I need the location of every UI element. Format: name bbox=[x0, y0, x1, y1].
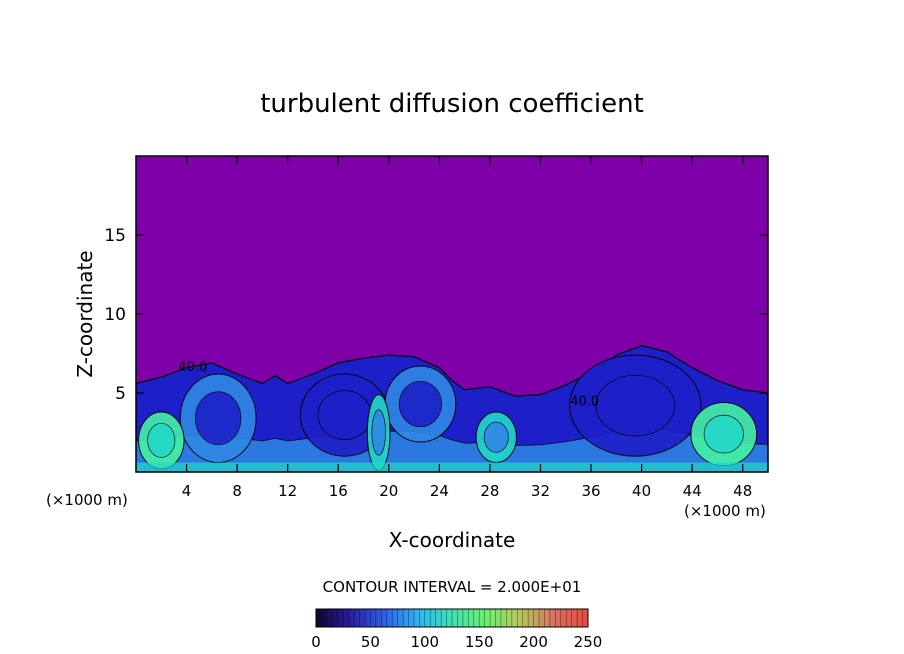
colorbar-tick-label: 50 bbox=[361, 633, 380, 651]
x-tick-label: 16 bbox=[329, 482, 348, 500]
surface-shear-strip bbox=[136, 462, 768, 472]
eddy-core-7 bbox=[703, 414, 744, 454]
x-tick-label: 48 bbox=[733, 482, 752, 500]
eddy-core-6 bbox=[595, 374, 676, 437]
eddy-core-5 bbox=[483, 421, 509, 453]
colorbar-tick-label: 150 bbox=[465, 633, 494, 651]
eddy-core-4 bbox=[371, 409, 386, 456]
y-axis-label: Z-coordinate bbox=[73, 250, 97, 377]
colorbar-tick-labels: 0 50 100 150 200 250 bbox=[311, 633, 602, 651]
eddy-core-1 bbox=[147, 422, 176, 458]
colorbar-tick-label: 0 bbox=[311, 633, 321, 651]
y-tick-label: 5 bbox=[115, 384, 126, 404]
eddy-core-0 bbox=[195, 391, 242, 446]
x-tick-label: 24 bbox=[430, 482, 449, 500]
contour-label: 40.0 bbox=[178, 360, 207, 375]
y-tick-label: 15 bbox=[104, 226, 126, 246]
x-tick-label: 4 bbox=[182, 482, 192, 500]
x-axis-ticks: 4 8 12 16 20 24 28 32 36 40 44 48 bbox=[182, 156, 752, 500]
contour-label: 40.0 bbox=[570, 395, 599, 410]
y-tick-label: 10 bbox=[104, 305, 126, 325]
eddy-core-3 bbox=[398, 380, 442, 428]
x-axis-label: X-coordinate bbox=[389, 528, 516, 552]
x-tick-label: 40 bbox=[632, 482, 651, 500]
colorbar-tick-label: 250 bbox=[574, 633, 603, 651]
y-axis-ticks: 5 10 15 bbox=[104, 226, 768, 404]
contour-interval-label: CONTOUR INTERVAL = 2.000E+01 bbox=[323, 578, 582, 596]
colorbar: 0 50 100 150 200 250 bbox=[311, 608, 602, 651]
x-tick-label: 28 bbox=[480, 482, 499, 500]
chart-title: turbulent diffusion coefficient bbox=[260, 89, 644, 119]
colorbar-tick-label: 100 bbox=[410, 633, 439, 651]
x-tick-label: 20 bbox=[379, 482, 398, 500]
x-tick-label: 44 bbox=[683, 482, 702, 500]
eddy-core-2 bbox=[317, 390, 372, 441]
contour-labels: 40.0 40.0 bbox=[178, 360, 599, 410]
colorbar-tick-label: 200 bbox=[519, 633, 548, 651]
x-tick-label: 12 bbox=[278, 482, 297, 500]
x-tick-label: 8 bbox=[232, 482, 242, 500]
x-units-right: (×1000 m) bbox=[684, 502, 766, 520]
x-units-left: (×1000 m) bbox=[46, 491, 128, 509]
x-tick-label: 36 bbox=[581, 482, 600, 500]
x-tick-label: 32 bbox=[531, 482, 550, 500]
colorbar-level-lines bbox=[321, 609, 583, 627]
diffusion-field bbox=[136, 344, 768, 472]
